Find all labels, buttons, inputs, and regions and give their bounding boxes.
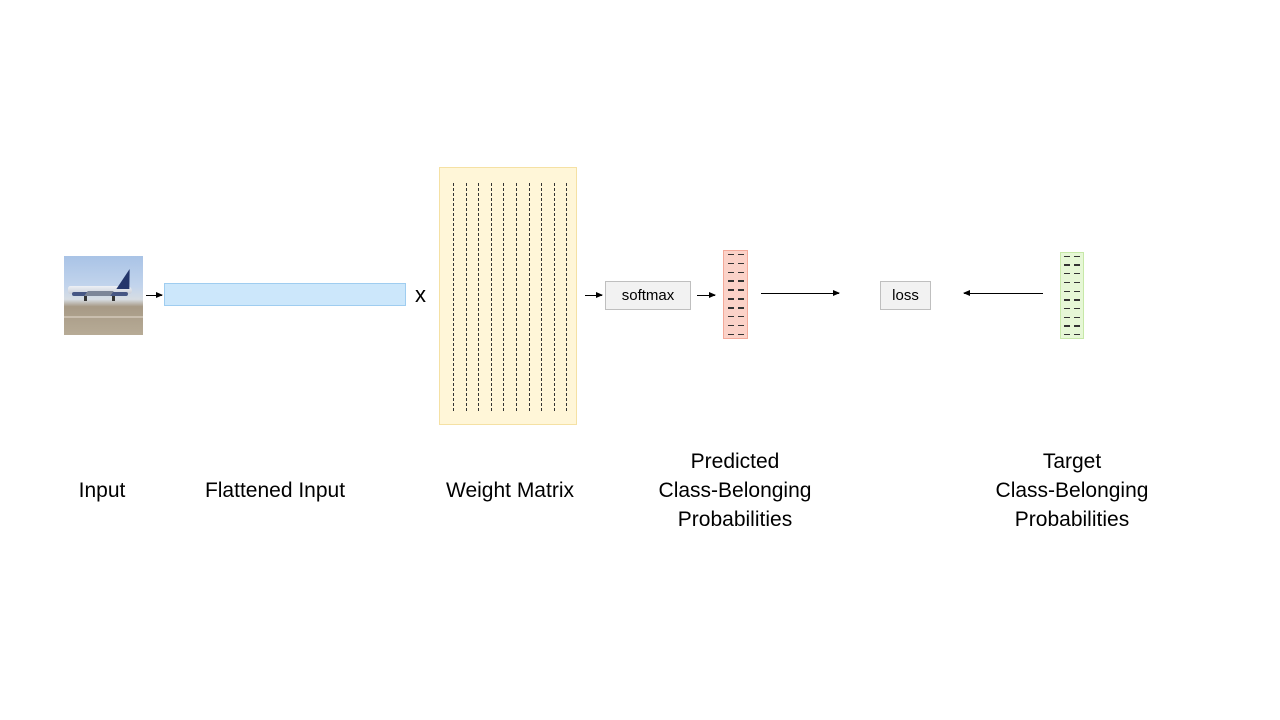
weight-matrix-column <box>478 183 480 411</box>
probability-entry <box>1064 314 1080 321</box>
target-probabilities-vector <box>1060 252 1084 339</box>
probability-entry <box>1064 305 1080 312</box>
probability-entry <box>1064 270 1080 277</box>
probability-entry <box>727 313 744 320</box>
label-predicted-probabilities: Predicted Class-Belonging Probabilities <box>658 450 812 531</box>
probability-entry <box>1064 262 1080 269</box>
probability-entry <box>1064 323 1080 330</box>
weight-matrix-column <box>465 183 467 411</box>
softmax-box: softmax <box>605 281 691 310</box>
probability-entry <box>727 287 744 294</box>
weight-matrix-column <box>566 183 568 411</box>
probability-entry <box>727 296 744 303</box>
label-input: Input <box>78 479 126 502</box>
probability-entry <box>1064 331 1080 338</box>
input-airplane-image <box>64 256 143 335</box>
weight-matrix-column <box>541 183 543 411</box>
label-target-probabilities: Target Class-Belonging Probabilities <box>995 450 1149 531</box>
predicted-probabilities-vector <box>723 250 748 339</box>
label-weight-matrix: Weight Matrix <box>446 479 574 502</box>
arrow-target-to-loss <box>963 289 1043 297</box>
weight-matrix-column <box>503 183 505 411</box>
multiply-sign: x <box>415 282 426 307</box>
arrow-predicted-to-loss <box>761 289 840 297</box>
loss-box: loss <box>880 281 931 310</box>
weight-matrix <box>439 167 577 425</box>
probability-entry <box>1064 253 1080 260</box>
probability-entry <box>727 331 744 338</box>
probability-entry <box>727 304 744 311</box>
weight-matrix-column <box>553 183 555 411</box>
arrow-softmax-to-predicted <box>697 291 716 299</box>
probability-entry <box>727 278 744 285</box>
probability-entry <box>1064 288 1080 295</box>
probability-entry <box>727 322 744 329</box>
arrow-matrix-to-softmax <box>585 291 603 299</box>
probability-entry <box>1064 279 1080 286</box>
weight-matrix-column <box>453 183 454 411</box>
probability-entry <box>727 269 744 276</box>
flattened-input-vector <box>164 283 406 306</box>
probability-entry <box>1064 297 1080 304</box>
arrow-input-to-flattened <box>146 291 163 299</box>
probability-entry <box>727 260 744 267</box>
probability-entry <box>727 251 744 258</box>
weight-matrix-column <box>528 183 530 411</box>
label-flattened-input: Flattened Input <box>204 479 346 502</box>
weight-matrix-column <box>490 183 492 411</box>
weight-matrix-column <box>516 183 517 411</box>
